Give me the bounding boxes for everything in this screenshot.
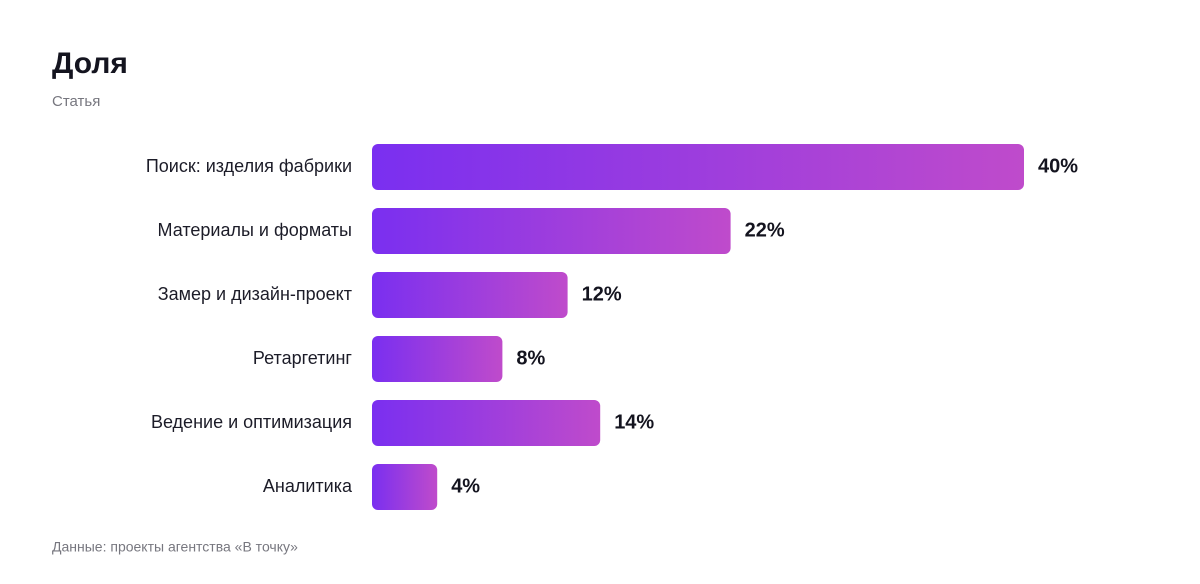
value-label: 40% [1038,155,1078,177]
category-label: Ретаргетинг [253,348,353,368]
value-label: 12% [582,283,622,305]
bar [372,272,568,318]
value-label: 8% [516,347,545,369]
category-label: Ведение и оптимизация [151,412,352,432]
bar [372,144,1024,190]
category-label: Замер и дизайн-проект [158,284,352,304]
bar [372,464,438,510]
value-label: 14% [614,411,654,433]
category-label: Поиск: изделия фабрики [146,156,352,176]
bar [372,336,503,382]
chart-title: Доля [52,47,128,80]
category-label: Аналитика [263,476,353,496]
chart-subtitle: Статья [52,93,100,110]
bar [372,208,731,254]
source-note: Данные: проекты агентства «В точку» [52,539,298,555]
value-label: 22% [745,219,785,241]
bar [372,400,601,446]
category-label: Материалы и форматы [158,220,352,240]
value-label: 4% [451,475,480,497]
